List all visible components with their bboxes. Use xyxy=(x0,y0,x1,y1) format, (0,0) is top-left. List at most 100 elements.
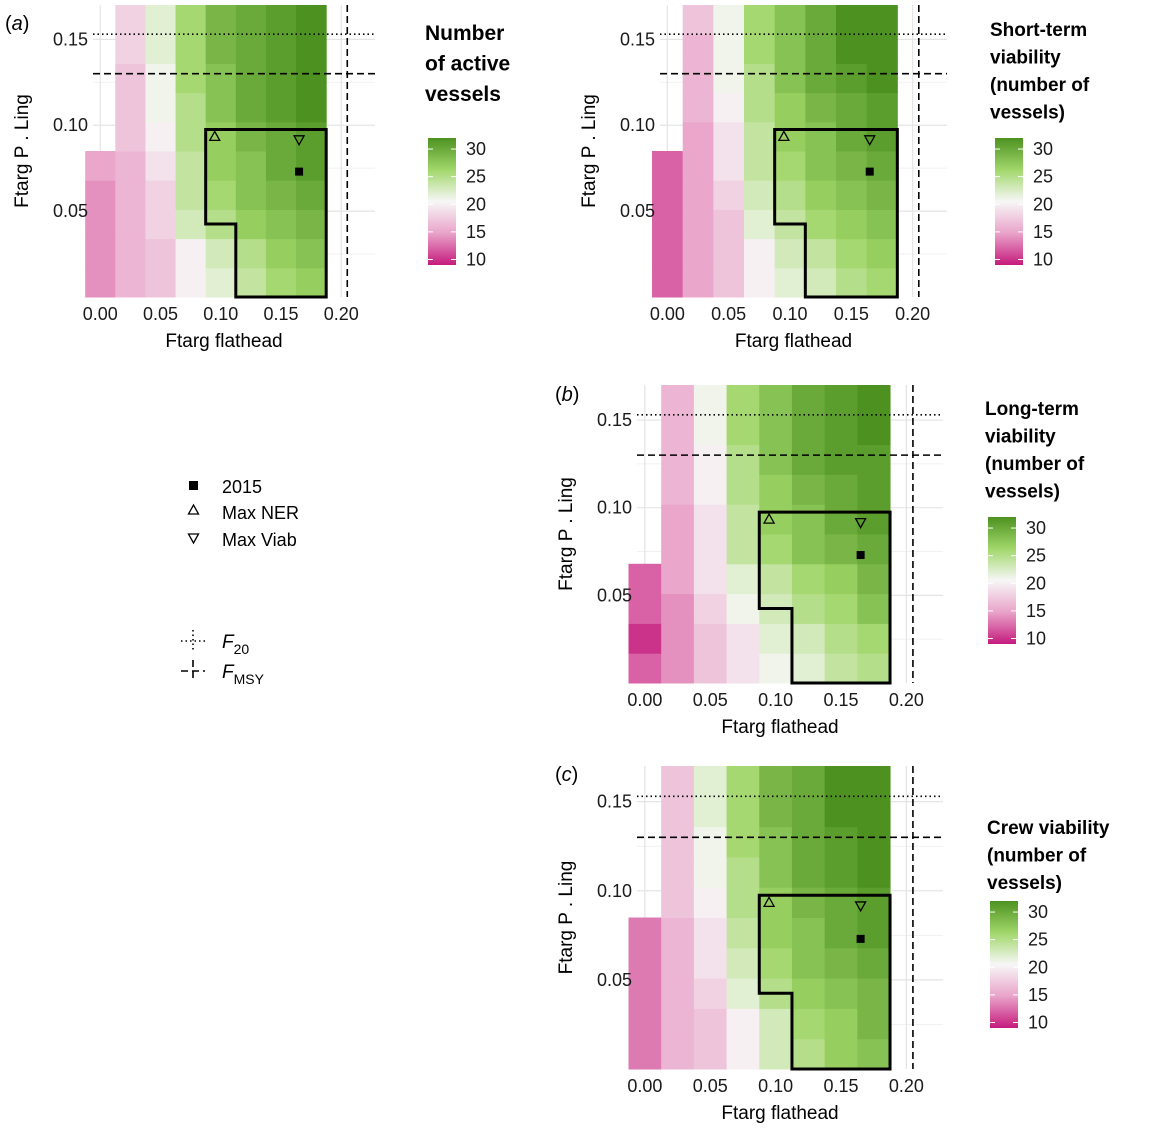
heatmap-tile xyxy=(628,978,662,1009)
heatmap-tile xyxy=(824,385,858,416)
heatmap-tile xyxy=(774,34,806,64)
y-tick-label: 0.10 xyxy=(597,881,632,901)
legend-label-2015: 2015 xyxy=(222,477,262,497)
heatmap-tile xyxy=(85,151,116,181)
heatmap-tile xyxy=(726,474,760,505)
heatmap-tile xyxy=(791,534,826,565)
heatmap-tile xyxy=(235,238,267,269)
x-tick-label: 0.05 xyxy=(693,1076,728,1096)
heatmap-tile xyxy=(713,92,745,123)
heatmap-tile xyxy=(85,238,116,269)
heatmap-tile xyxy=(296,92,327,123)
heatmap-tile xyxy=(759,1038,793,1070)
heatmap-tile xyxy=(824,1038,858,1070)
heatmap-tile xyxy=(857,623,891,654)
heatmap-tile xyxy=(175,209,207,240)
heatmap-tile xyxy=(726,593,760,624)
heatmap-tile xyxy=(857,917,891,949)
heatmap-tile xyxy=(836,34,868,64)
colorbar-title: Number of active vessels xyxy=(425,22,510,106)
heatmap-tile xyxy=(265,209,297,240)
heatmap-tile xyxy=(205,238,237,269)
point-max-viab xyxy=(292,135,306,147)
y-tick-label: 0.05 xyxy=(620,201,655,221)
colorbar-title-line: Number xyxy=(425,22,504,45)
heatmap-tile xyxy=(693,623,728,654)
heatmap-tile xyxy=(175,5,207,35)
heatmap-tile xyxy=(866,34,898,64)
y-tick-label: 0.15 xyxy=(53,29,88,49)
heatmap-tile xyxy=(265,267,297,298)
x-tick-label: 0.20 xyxy=(895,304,930,324)
heatmap-tile xyxy=(824,1008,858,1040)
heatmap-tile xyxy=(857,504,891,535)
point-2015 xyxy=(865,167,874,176)
heatmap-tiles xyxy=(628,766,891,1070)
heatmap-tile xyxy=(628,563,662,595)
heatmap-tile xyxy=(115,209,146,240)
heatmap-tile xyxy=(235,5,267,35)
heatmap-tile xyxy=(235,180,267,210)
heatmap-tile xyxy=(866,92,898,123)
heatmap-tile xyxy=(791,504,826,535)
heatmap-tile xyxy=(791,414,826,446)
heatmap-tile xyxy=(713,209,745,240)
colorbar-tick-label: 15 xyxy=(1026,601,1046,621)
heatmap-tile xyxy=(265,63,297,94)
heatmap-tile xyxy=(661,385,695,416)
heatmap-tile xyxy=(824,766,858,797)
heatmap-tile xyxy=(857,766,891,797)
heatmap-tile xyxy=(759,534,793,565)
heatmap-tile xyxy=(791,1038,826,1070)
heatmap-tile xyxy=(265,238,297,269)
heatmap-tile xyxy=(145,63,177,94)
x-tick-label: 0.05 xyxy=(693,690,728,710)
heatmap-tile xyxy=(652,267,684,298)
heatmap-tile xyxy=(805,180,837,210)
colorbar-tick-label: 30 xyxy=(466,139,486,159)
heatmap-tile xyxy=(759,947,793,979)
heatmap-tile xyxy=(693,796,728,828)
heatmap-tile xyxy=(744,34,776,64)
colorbar xyxy=(428,138,456,265)
heatmap-tile xyxy=(824,826,858,858)
heatmap-tile xyxy=(774,151,806,181)
optimal-region-outline xyxy=(757,893,892,1071)
heatmap-tile xyxy=(145,5,177,35)
heatmap-tile xyxy=(791,978,826,1009)
heatmap-tile xyxy=(791,563,826,595)
heatmap-tile xyxy=(759,917,793,949)
heatmap-tile xyxy=(661,623,695,654)
heatmap-tile xyxy=(296,151,327,181)
heatmap-tile xyxy=(791,887,826,918)
heatmap-tile xyxy=(693,826,728,858)
f20-label-sub: 20 xyxy=(234,641,250,657)
heatmap-tile xyxy=(866,238,898,269)
heatmap-tile xyxy=(744,5,776,35)
heatmap-tile xyxy=(661,917,695,949)
heatmap-tile xyxy=(824,917,858,949)
x-tick-label: 0.20 xyxy=(889,690,924,710)
heatmap-tile xyxy=(661,593,695,624)
heatmap-tile xyxy=(713,267,745,298)
x-tick-label: 0.10 xyxy=(758,1076,793,1096)
heatmap-tile xyxy=(628,653,662,684)
heatmap-tile xyxy=(726,504,760,535)
colorbar-tick-label: 25 xyxy=(466,167,486,187)
colorbar-title-line: vessels xyxy=(425,83,501,106)
heatmap-tile xyxy=(682,5,714,35)
heatmap-tile xyxy=(866,180,898,210)
heatmap-tile xyxy=(661,1038,695,1070)
heatmap-tile xyxy=(652,151,684,181)
heatmap-tile xyxy=(836,180,868,210)
heatmap-tile xyxy=(726,766,760,797)
heatmap-tile xyxy=(866,209,898,240)
heatmap-tile xyxy=(805,5,837,35)
x-tick-label: 0.10 xyxy=(772,304,807,324)
heatmap-tile xyxy=(857,796,891,828)
heatmap-tile xyxy=(713,151,745,181)
colorbar-tick-label: 30 xyxy=(1026,518,1046,538)
heatmap-tile xyxy=(652,238,684,269)
colorbar-tick-label: 25 xyxy=(1028,930,1048,950)
y-tick-label: 0.10 xyxy=(597,498,632,518)
